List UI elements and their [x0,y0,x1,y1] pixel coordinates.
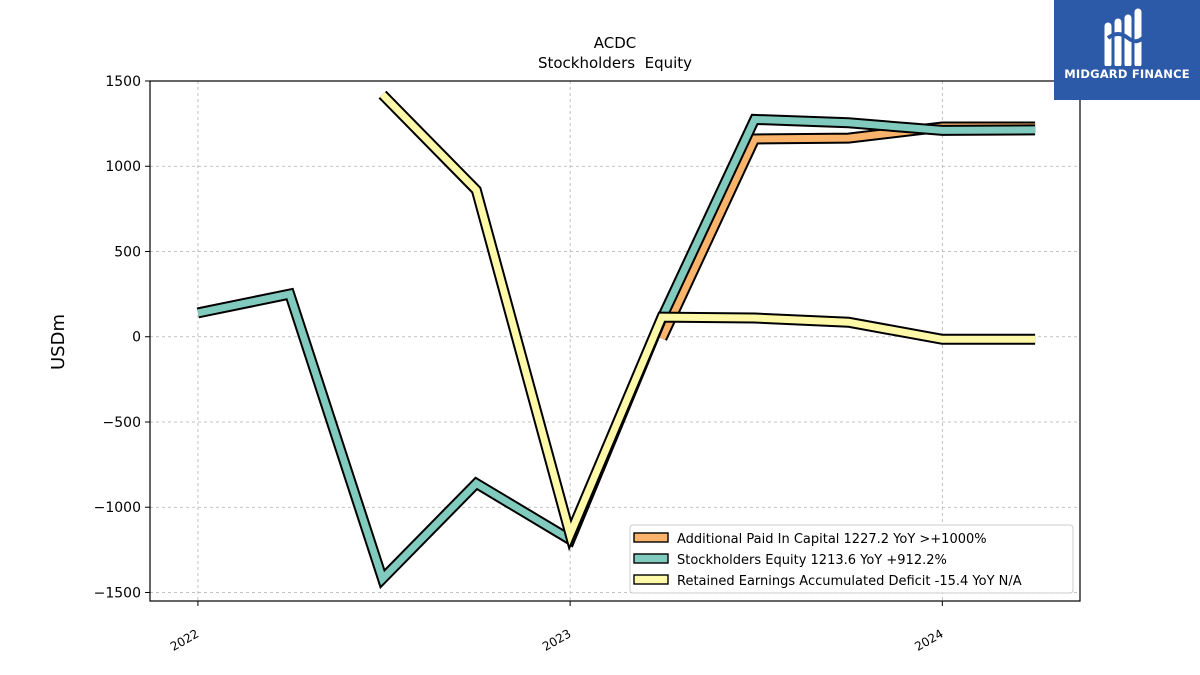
brand-logo: MIDGARD FINANCE [1054,0,1200,100]
plot-frame [149,80,1081,602]
series-outline-0 [656,121,1036,341]
legend-label-2: Retained Earnings Accumulated Deficit -1… [677,574,1022,589]
brand-mark-icon [1104,8,1148,66]
legend-swatch-2 [633,574,669,585]
series-line-1 [197,115,1036,586]
legend-swatch-0 [633,532,669,543]
axes: −1500 −1000 −500 0 500 1000 1500 2022 2023 2024 [94,74,946,654]
series-outline-1 [196,113,1036,590]
y-tick-label: −1000 [94,500,141,516]
x-tick-label: 2022 [168,626,201,653]
series-line-2 [380,92,1036,546]
y-tick-label: 500 [114,244,141,260]
y-axis-label: USDm [48,314,69,370]
chart-subtitle: Stockholders Equity [538,54,692,72]
y-tick-label: 0 [132,330,141,346]
y-tick-label: −1500 [94,585,141,601]
chart-title: ACDC [594,34,637,52]
y-tick-label: 1000 [105,159,141,175]
x-tick-label: 2023 [540,626,573,653]
legend-label-0: Additional Paid In Capital 1227.2 YoY >+… [677,532,987,547]
series-lines [196,90,1036,590]
y-tick-label: −500 [103,415,141,431]
y-tick-label: 1500 [105,74,141,90]
x-tick-label: 2024 [912,626,945,653]
legend: Additional Paid In Capital 1227.2 YoY >+… [629,524,1074,594]
legend-box [629,524,1074,594]
legend-label-1: Stockholders Equity 1213.6 YoY +912.2% [677,553,947,568]
legend-swatch-1 [633,553,669,564]
brand-name: MIDGARD FINANCE [1064,67,1190,81]
series-line-0 [658,123,1036,340]
